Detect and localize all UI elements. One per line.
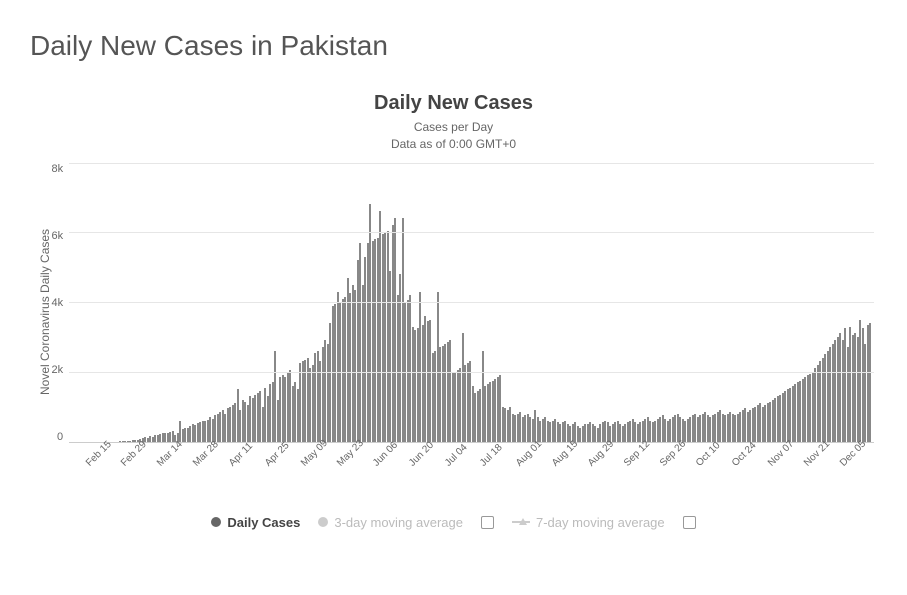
checkbox-7day[interactable]	[683, 516, 696, 529]
grid-line	[69, 163, 873, 164]
ytick-label: 6k	[52, 230, 64, 242]
xaxis-ticks: Feb 15Feb 29Mar 14Mar 28Apr 11Apr 25May …	[84, 449, 874, 460]
chart-subtitle-1: Cases per Day	[34, 119, 874, 136]
chart-subtitle-2: Data as of 0:00 GMT+0	[34, 136, 874, 153]
ytick-label: 2k	[52, 364, 64, 376]
grid-line	[69, 372, 873, 373]
circle-icon	[318, 517, 328, 527]
ytick-label: 8k	[52, 163, 64, 175]
legend-7day-ma[interactable]: 7-day moving average	[512, 515, 665, 530]
page-title: Daily New Cases in Pakistan	[30, 30, 877, 62]
legend: Daily Cases 3-day moving average 7-day m…	[34, 515, 874, 530]
grid-line	[69, 302, 873, 303]
chart-title: Daily New Cases	[34, 92, 874, 115]
grid-line	[69, 232, 873, 233]
ytick-label: 4k	[52, 297, 64, 309]
circle-icon	[211, 517, 221, 527]
plot-area	[69, 163, 873, 443]
yaxis-label: Novel Coronavirus Daily Cases	[34, 163, 52, 460]
legend-label: 7-day moving average	[536, 515, 665, 530]
ytick-label: 0	[57, 431, 63, 443]
legend-daily-cases[interactable]: Daily Cases	[211, 515, 300, 530]
legend-label: Daily Cases	[227, 515, 300, 530]
chart-container: Daily New Cases Cases per Day Data as of…	[34, 92, 874, 530]
diamond-line-icon	[512, 521, 530, 523]
checkbox-3day[interactable]	[481, 516, 494, 529]
legend-3day-ma[interactable]: 3-day moving average	[318, 515, 463, 530]
bar	[869, 323, 871, 442]
legend-label: 3-day moving average	[334, 515, 463, 530]
yaxis-ticks: 8k 6k 4k 2k 0	[52, 163, 70, 443]
